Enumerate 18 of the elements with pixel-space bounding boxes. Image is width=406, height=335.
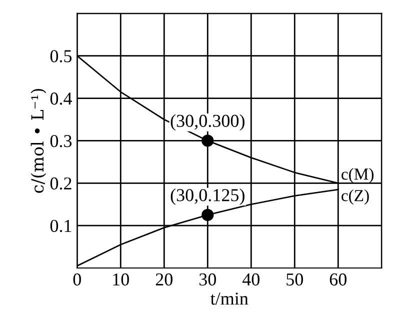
y-tick-label: 0.1 <box>50 220 72 232</box>
series-label: c(Z) <box>342 190 369 205</box>
y-tick-label: 0.4 <box>50 92 72 105</box>
y-tick-label: 0.5 <box>50 50 72 62</box>
y-axis-title: c/(mol • L⁻¹) <box>30 88 46 193</box>
x-tick-label: 40 <box>242 273 260 286</box>
x-tick-label: 0 <box>73 273 81 286</box>
annotation: (30,0.125) <box>170 188 244 205</box>
x-tick-label: 20 <box>156 273 172 286</box>
series-label: c(M) <box>342 168 374 184</box>
x-tick-label: 10 <box>113 273 129 286</box>
x-tick-label: 50 <box>286 273 303 286</box>
x-tick-label: 60 <box>330 273 346 286</box>
y-tick-label: 0.3 <box>50 134 72 148</box>
x-tick-label: 30 <box>199 273 216 286</box>
annotation: (30,0.300) <box>170 114 244 131</box>
x-axis-title: t/min <box>210 292 248 305</box>
y-tick-label: 0.2 <box>50 177 72 190</box>
